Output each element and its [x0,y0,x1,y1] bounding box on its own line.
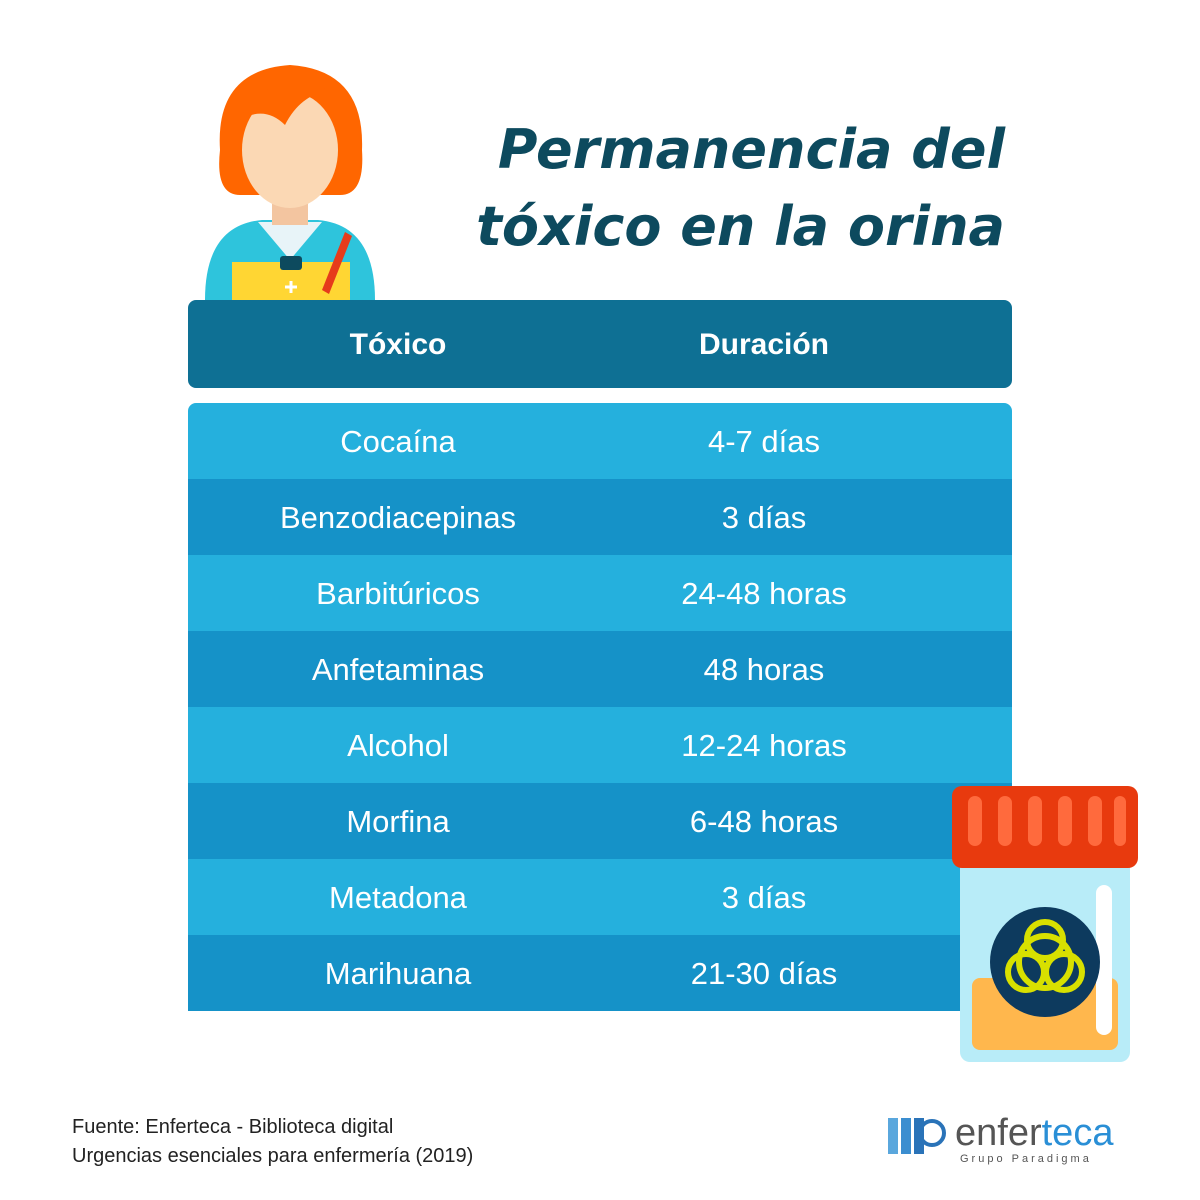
sample-jar-illustration [952,786,1138,1062]
table-row-bg [188,935,1012,1011]
source-line: Urgencias esenciales para enfermería (20… [72,1145,473,1167]
title-line: tóxico en la orina [476,195,1005,258]
table-cell: Barbitúricos [316,576,480,611]
table-cell: Benzodiacepinas [280,500,516,535]
table-cell: Marihuana [325,956,472,991]
table-cell: Metadona [329,880,468,915]
table-row-bg [188,631,1012,707]
logo: enferteca Grupo Paradigma [888,1112,1114,1165]
column-header: Tóxico [350,328,447,361]
table-cell: 3 días [722,500,806,535]
table-cell: Morfina [346,804,450,839]
table-cell: 12-24 horas [681,728,846,763]
nurse-illustration [205,65,375,300]
table-cell: Anfetaminas [312,652,484,687]
logo-tagline: Grupo Paradigma [960,1153,1092,1165]
table-cell: 3 días [722,880,806,915]
table-cell: 21-30 días [691,956,838,991]
table-cell: Alcohol [347,728,449,763]
table-cell: 4-7 días [708,424,820,459]
table-cell: Cocaína [340,424,456,459]
table-cell: 24-48 horas [681,576,846,611]
source-line: Fuente: Enferteca - Biblioteca digital [72,1116,393,1138]
table-row-bg [188,783,1012,859]
table-header [188,300,1012,388]
table-cell: 48 horas [704,652,825,687]
column-header: Duración [699,328,829,361]
table-body: Cocaína 4-7 días Benzodiacepinas 3 días Barb… [188,403,1012,1011]
logo-name-part: enfer [955,1112,1042,1154]
logo-name: enferteca [955,1112,1114,1154]
table-row-bg [188,479,1012,555]
title-line: Permanencia del [498,118,1007,181]
table-cell: 6-48 horas [690,804,838,839]
logo-name-part: teca [1042,1112,1115,1154]
